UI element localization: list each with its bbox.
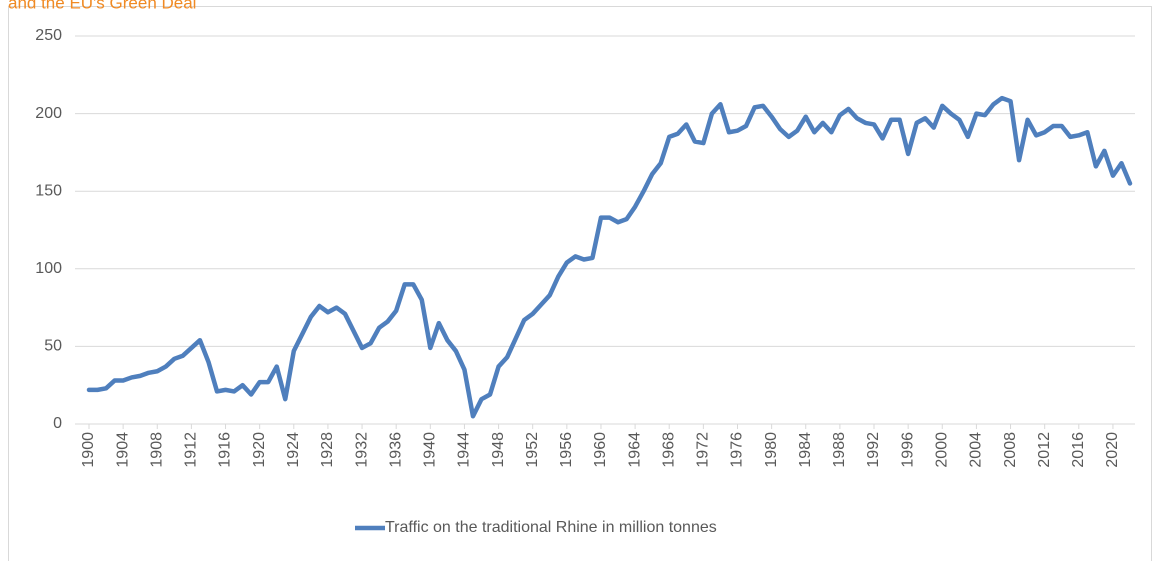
x-tick-label: 1972 <box>695 432 712 468</box>
x-tick-label: 1984 <box>797 432 814 468</box>
x-tick-label: 1912 <box>183 432 200 468</box>
y-tick-label: 100 <box>35 260 62 277</box>
x-tick-label: 1908 <box>148 432 165 468</box>
x-tick-label: 1968 <box>660 432 677 468</box>
x-tick-label: 1936 <box>387 432 404 468</box>
x-tick-label: 1992 <box>865 432 882 468</box>
y-tick-label: 50 <box>44 338 62 355</box>
x-tick-label: 1964 <box>626 432 643 468</box>
y-tick-label: 0 <box>53 415 62 432</box>
chart-frame <box>8 6 1152 561</box>
x-tick-label: 1916 <box>217 432 234 468</box>
x-tick-label: 1952 <box>524 432 541 468</box>
x-tick-label: 1948 <box>490 432 507 468</box>
x-tick-label: 1956 <box>558 432 575 468</box>
x-tick-label: 2012 <box>1036 432 1053 468</box>
y-tick-label: 250 <box>35 27 62 44</box>
y-tick-label: 150 <box>35 182 62 199</box>
chart-title: and the EU's Green Deal <box>8 0 196 12</box>
x-tick-label: 2008 <box>1002 432 1019 468</box>
x-tick-label: 2004 <box>968 432 985 468</box>
x-tick-label: 1932 <box>353 432 370 468</box>
x-tick-label: 1924 <box>285 432 302 468</box>
x-tick-label: 1960 <box>592 432 609 468</box>
x-tick-label: 1904 <box>114 432 131 468</box>
data-line <box>86 95 1133 419</box>
x-tick-label: 1920 <box>251 432 268 468</box>
x-tick-label: 1996 <box>899 432 916 468</box>
x-tick-label: 1976 <box>729 432 746 468</box>
x-tick-label: 1988 <box>831 432 848 468</box>
x-tick-label: 1900 <box>80 432 97 468</box>
x-tick-label: 1980 <box>763 432 780 468</box>
x-tick-label: 1944 <box>456 432 473 468</box>
y-tick-label: 200 <box>35 105 62 122</box>
x-tick-label: 2020 <box>1104 432 1121 468</box>
x-tick-label: 2016 <box>1070 432 1087 468</box>
legend-label: Traffic on the traditional Rhine in mill… <box>385 519 717 536</box>
x-tick-label: 2000 <box>933 432 950 468</box>
x-tick-label: 1928 <box>319 432 336 468</box>
x-tick-label: 1940 <box>422 432 439 468</box>
